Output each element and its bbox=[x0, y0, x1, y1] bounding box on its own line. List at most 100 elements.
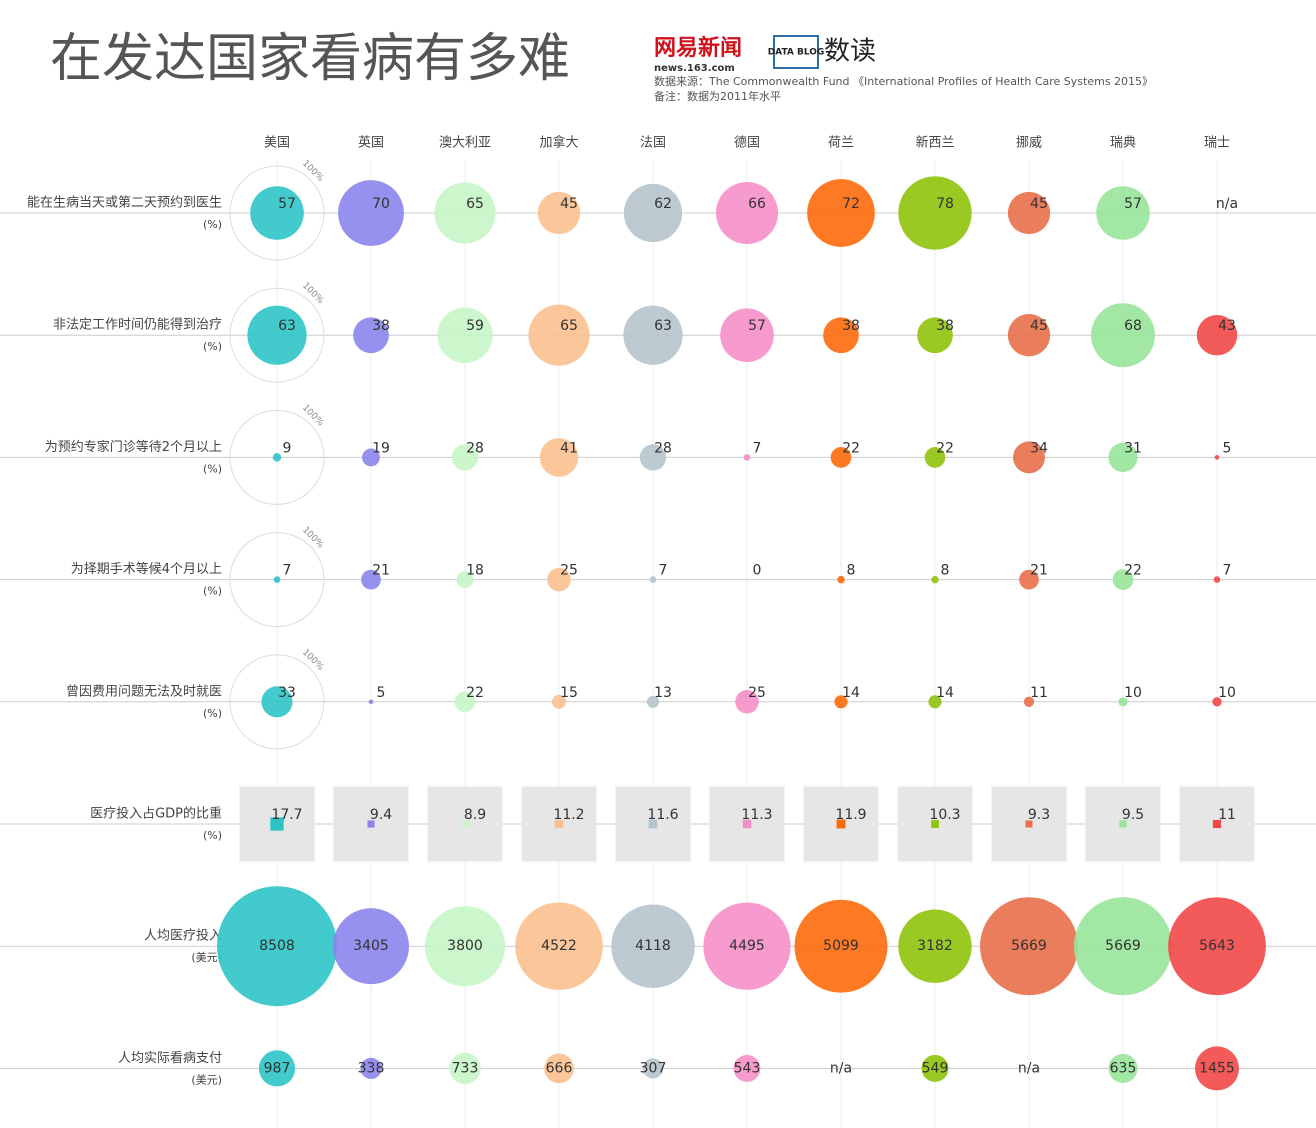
value-label: 733 bbox=[452, 1060, 479, 1076]
source: 数据来源：The Commonwealth Fund 《Internationa… bbox=[654, 74, 1153, 88]
value-label: 10 bbox=[1124, 685, 1142, 701]
title: 在发达国家看病有多难 bbox=[50, 29, 570, 89]
bubble bbox=[544, 1053, 574, 1084]
value-label: 3182 bbox=[917, 938, 953, 954]
value-label: 4495 bbox=[729, 938, 765, 954]
value-label: 19 bbox=[372, 440, 390, 456]
bubble bbox=[1168, 897, 1266, 996]
value-label: 70 bbox=[372, 196, 390, 212]
value-label: 68 bbox=[1124, 318, 1142, 334]
value-label: 11 bbox=[1218, 807, 1236, 823]
country-label: 美国 bbox=[264, 136, 290, 151]
bubble bbox=[928, 695, 942, 709]
bubble bbox=[217, 886, 337, 1007]
bubble bbox=[258, 1050, 296, 1087]
value-label: 7 bbox=[1223, 563, 1232, 579]
value-label: 63 bbox=[278, 318, 296, 334]
value-label: 5 bbox=[1223, 440, 1232, 456]
value-label: 9.3 bbox=[1028, 807, 1050, 823]
bubble-square bbox=[270, 817, 284, 831]
value-label: 5099 bbox=[823, 938, 859, 954]
value-label: 15 bbox=[560, 685, 578, 701]
bubble bbox=[639, 444, 667, 471]
bubble bbox=[807, 179, 875, 247]
bubble bbox=[368, 699, 374, 705]
value-label: 72 bbox=[842, 196, 860, 212]
value-label: 5643 bbox=[1199, 938, 1235, 954]
value-label: 5669 bbox=[1105, 938, 1141, 954]
logo: 网易新闻 bbox=[654, 35, 742, 61]
bubble bbox=[1019, 569, 1039, 590]
reference-circle bbox=[229, 165, 325, 261]
bubble bbox=[1007, 314, 1051, 357]
bubble-square bbox=[1025, 820, 1033, 828]
bubble bbox=[1196, 314, 1238, 356]
value-label: 34 bbox=[1030, 440, 1048, 456]
country-label: 德国 bbox=[734, 136, 760, 151]
value-label: 543 bbox=[734, 1060, 761, 1076]
bubble bbox=[924, 447, 946, 468]
value-label: 11.9 bbox=[835, 807, 866, 823]
row-label: 为预约专家门诊等待2个月以上 bbox=[45, 439, 222, 455]
value-label: 5669 bbox=[1011, 938, 1047, 954]
row-unit: (%) bbox=[203, 585, 222, 598]
value-label: 22 bbox=[466, 685, 484, 701]
bubble bbox=[528, 304, 590, 366]
value-label: 10.3 bbox=[929, 807, 960, 823]
country-label: 新西兰 bbox=[915, 135, 954, 151]
value-label: 57 bbox=[278, 196, 296, 212]
value-label: 21 bbox=[1030, 563, 1048, 579]
bubble bbox=[917, 317, 953, 354]
bubble bbox=[794, 899, 888, 993]
value-label: 1455 bbox=[1199, 1060, 1235, 1076]
value-label: 11.2 bbox=[553, 807, 584, 823]
value-label: 549 bbox=[922, 1060, 949, 1076]
bubble bbox=[434, 182, 496, 244]
bubble bbox=[931, 575, 939, 584]
bubble bbox=[272, 453, 282, 462]
row-unit: (%) bbox=[203, 340, 222, 353]
value-label: 57 bbox=[748, 318, 766, 334]
bubble bbox=[362, 448, 380, 467]
value-label: 9 bbox=[283, 440, 292, 456]
note: 备注：数据为2011年水平 bbox=[654, 89, 781, 103]
bubble-square bbox=[931, 820, 939, 828]
bubble bbox=[1091, 303, 1155, 368]
value-label: 17.7 bbox=[271, 807, 302, 823]
bubble bbox=[733, 1054, 761, 1082]
country-label: 荷兰 bbox=[828, 136, 854, 151]
bubble-square bbox=[836, 819, 846, 829]
value-label: 65 bbox=[466, 196, 484, 212]
value-label: 57 bbox=[1124, 196, 1142, 212]
country-label: 瑞士 bbox=[1204, 136, 1230, 151]
blog-name: 数读 bbox=[824, 37, 876, 67]
row-unit: (美元) bbox=[191, 1073, 222, 1086]
bubble bbox=[360, 1057, 382, 1080]
bubble bbox=[551, 694, 567, 709]
bubble bbox=[261, 686, 293, 718]
bubble bbox=[250, 186, 304, 240]
bubble bbox=[1213, 576, 1221, 583]
row-unit: (%) bbox=[203, 462, 222, 475]
value-label: 7 bbox=[753, 440, 762, 456]
reference-label: 100% bbox=[300, 403, 326, 429]
value-label: 14 bbox=[936, 685, 954, 701]
value-label: 66 bbox=[748, 196, 766, 212]
value-label: 59 bbox=[466, 318, 484, 334]
reference-circle bbox=[229, 654, 325, 750]
value-label: 307 bbox=[640, 1060, 667, 1076]
bubble bbox=[703, 902, 791, 990]
value-label: 11 bbox=[1030, 685, 1048, 701]
value-label: 38 bbox=[372, 318, 390, 334]
value-label: 9.4 bbox=[370, 807, 392, 823]
row-label: 人均实际看病支付 bbox=[118, 1050, 222, 1066]
value-label: 14 bbox=[842, 685, 860, 701]
bubble bbox=[547, 567, 571, 592]
bubble bbox=[646, 695, 660, 708]
bubble bbox=[1108, 1053, 1138, 1083]
bubble bbox=[611, 904, 695, 988]
value-label: 33 bbox=[278, 685, 296, 701]
bubble bbox=[830, 447, 852, 468]
bubble bbox=[898, 176, 972, 250]
